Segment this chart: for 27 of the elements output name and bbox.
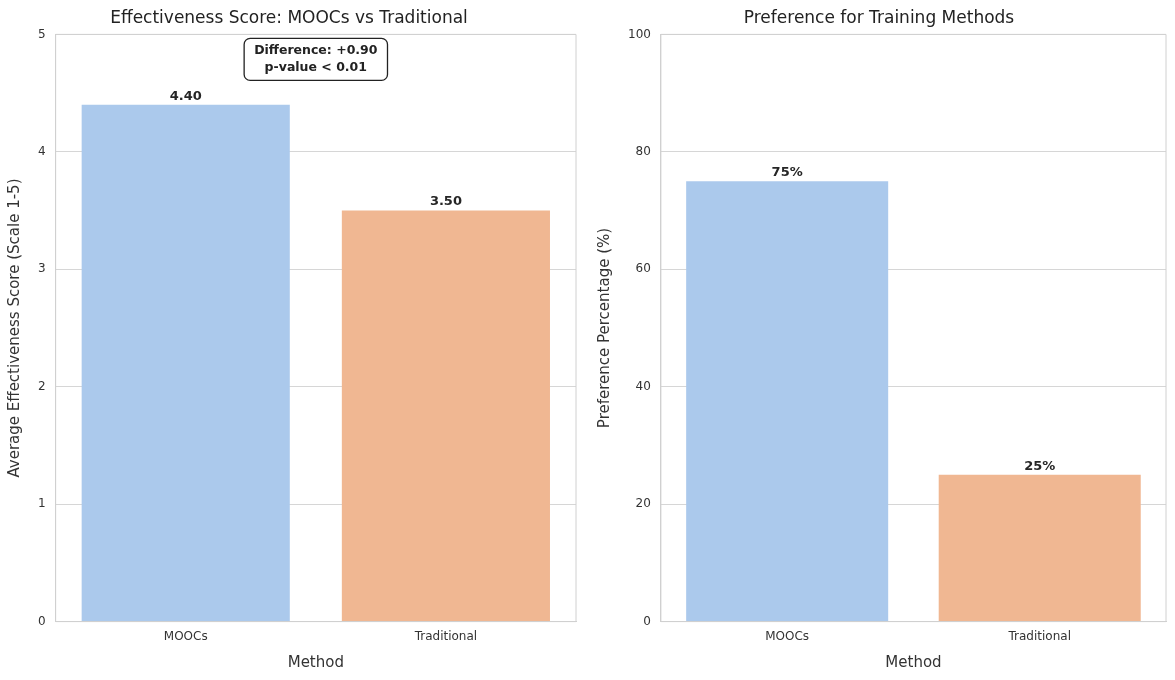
chart-title: Effectiveness Score: MOOCs vs Traditional <box>110 6 468 27</box>
x-tick-label: Traditional <box>413 628 478 643</box>
x-axis-title: Method <box>287 652 344 671</box>
data-label: 25% <box>1024 457 1056 473</box>
chart-title: Preference for Training Methods <box>743 6 1015 27</box>
y-axis-title: Average Effectiveness Score (Scale 1-5) <box>4 178 23 478</box>
y-tick-label: 60 <box>635 261 651 276</box>
y-tick-label: 1 <box>37 496 46 511</box>
y-axis-title: Preference Percentage (%) <box>594 227 613 429</box>
data-label: 4.40 <box>169 87 202 103</box>
y-tick-label: 5 <box>37 26 46 41</box>
y-tick-label: 2 <box>37 378 46 393</box>
data-label: 3.50 <box>429 193 462 209</box>
x-tick-label: Traditional <box>1007 628 1071 643</box>
y-tick-label: 4 <box>37 143 46 158</box>
y-tick-label: 3 <box>37 261 46 276</box>
data-label: 75% <box>771 164 803 180</box>
y-tick-label: 0 <box>37 613 46 628</box>
y-tick-label: 0 <box>643 613 651 628</box>
y-tick-label: 20 <box>635 496 651 511</box>
y-tick-label: 100 <box>628 26 651 41</box>
x-tick-label: MOOCs <box>163 628 208 643</box>
x-tick-label: MOOCs <box>765 628 810 643</box>
annotation: Difference: +0.90 p-value < 0.01 <box>254 42 378 75</box>
x-axis-title: Method <box>885 652 942 671</box>
y-tick-label: 80 <box>635 143 651 158</box>
y-tick-label: 40 <box>635 378 651 393</box>
